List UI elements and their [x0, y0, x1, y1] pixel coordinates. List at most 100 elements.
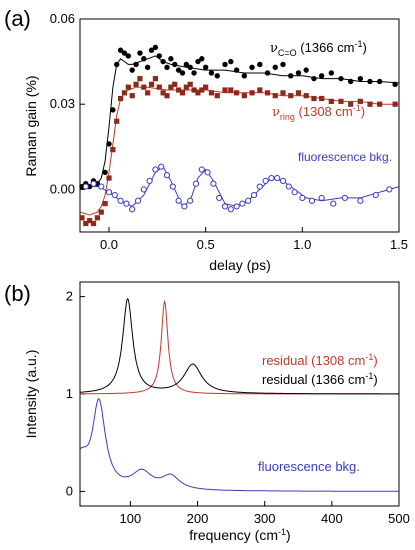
data-point-circle: [233, 67, 240, 73]
data-point-square: [168, 84, 174, 90]
panel-b-x-tick-label: 500: [388, 511, 410, 526]
data-point-circle: [367, 78, 373, 85]
panel-a-label: (a): [4, 6, 31, 31]
data-point-circle: [144, 64, 151, 70]
data-point-square: [214, 93, 220, 99]
data-point-open-circle: [221, 203, 229, 210]
data-point-square: [137, 76, 143, 82]
data-point-open-circle: [210, 180, 217, 187]
data-point-square: [280, 90, 286, 96]
data-point-circle: [183, 61, 190, 68]
data-point-circle: [133, 61, 139, 68]
data-point-square: [208, 90, 215, 96]
data-point-circle: [191, 70, 197, 76]
data-point-open-circle: [216, 194, 223, 202]
data-point-square: [357, 98, 363, 104]
data-point-open-circle: [90, 180, 97, 187]
data-point-open-circle: [268, 174, 275, 182]
data-point-circle: [347, 78, 354, 85]
data-point-open-circle: [123, 200, 130, 207]
data-point-square: [145, 90, 151, 96]
data-point-circle: [264, 70, 271, 76]
data-point-square: [172, 81, 178, 87]
data-point-square: [98, 209, 104, 215]
data-point-circle: [241, 73, 248, 79]
data-point-square: [319, 95, 325, 102]
data-point-square: [311, 95, 317, 102]
data-point-square: [102, 201, 108, 207]
data-point-open-circle: [204, 169, 211, 176]
panel-a-y-axis-label: Raman gain (%): [23, 75, 39, 176]
data-point-circle: [338, 75, 344, 82]
spectrum-curve-1: [80, 297, 399, 395]
data-point-square: [257, 87, 263, 93]
panel-a-x-tick-label: 0.5: [197, 237, 215, 252]
data-point-open-circle: [117, 197, 124, 204]
data-point-square: [195, 90, 201, 96]
data-point-square: [249, 90, 255, 96]
fit-curve-2: [80, 165, 400, 208]
data-point-square: [176, 87, 182, 93]
data-point-circle: [376, 78, 383, 85]
data-point-circle: [195, 58, 201, 65]
panel-a-x-tick-label: 1.5: [390, 237, 408, 252]
data-point-circle: [280, 61, 286, 68]
data-point-circle: [172, 61, 178, 68]
data-point-open-circle: [140, 186, 147, 193]
series-label-residual-1308: residual (1308 cm-1): [262, 352, 378, 368]
series-label-vring: νring (1308 cm-1): [272, 103, 365, 122]
data-point-square: [114, 118, 120, 124]
data-point-circle: [156, 53, 162, 59]
data-point-open-circle: [98, 183, 105, 190]
data-point-square: [288, 93, 294, 99]
data-point-square: [148, 81, 155, 87]
panel-b-y-tick-label: 2: [66, 289, 73, 304]
data-point-square: [125, 84, 131, 90]
data-point-circle: [228, 58, 234, 65]
data-point-open-circle: [256, 183, 263, 190]
panel-b-curves: [79, 297, 399, 492]
data-point-square: [228, 87, 234, 93]
data-point-circle: [129, 67, 135, 73]
data-point-square: [87, 218, 93, 224]
fit-curve-0: [80, 55, 400, 186]
data-point-circle: [295, 70, 302, 76]
panel-a-x-axis-label: delay (ps): [209, 257, 270, 273]
data-point-open-circle: [285, 183, 292, 190]
data-point-circle: [214, 73, 220, 79]
data-point-square: [241, 93, 247, 99]
data-point-square: [156, 84, 162, 90]
data-point-square: [121, 90, 128, 96]
data-point-square: [106, 175, 112, 181]
data-point-circle: [179, 70, 186, 76]
data-point-open-circle: [262, 177, 269, 184]
data-point-square: [141, 84, 147, 90]
spectrum-curve-2: [79, 398, 399, 492]
data-point-square: [272, 93, 278, 99]
panel-a-y-ticks: 0.00 0.03 0.06: [50, 11, 85, 196]
data-point-square: [110, 147, 116, 153]
data-point-open-circle: [250, 191, 258, 199]
panel-b-y-tick-label: 1: [66, 386, 73, 401]
data-point-square: [203, 84, 209, 90]
panel-a-x-tick-label: 1.0: [293, 237, 311, 252]
data-point-open-circle: [187, 197, 194, 204]
data-point-circle: [175, 67, 182, 73]
panel-b-x-tick-label: 300: [254, 511, 276, 526]
data-point-square: [94, 215, 100, 221]
series-label-fluorescence-b: fluorescence bkg.: [258, 459, 360, 474]
data-point-square: [133, 81, 139, 87]
panel-b-label: (b): [4, 281, 31, 306]
data-point-circle: [257, 61, 263, 68]
panel-b-y-axis-label: Intensity (a.u.): [23, 350, 39, 439]
data-point-square: [392, 101, 398, 107]
data-point-open-circle: [175, 197, 182, 204]
data-point-square: [187, 81, 193, 87]
data-point-circle: [102, 169, 108, 176]
panel-a-y-tick-label: 0.06: [50, 11, 75, 26]
data-point-open-circle: [105, 189, 113, 196]
data-point-square: [118, 95, 124, 102]
data-point-square: [222, 87, 228, 93]
data-point-square: [164, 93, 170, 99]
data-point-circle: [160, 58, 166, 65]
